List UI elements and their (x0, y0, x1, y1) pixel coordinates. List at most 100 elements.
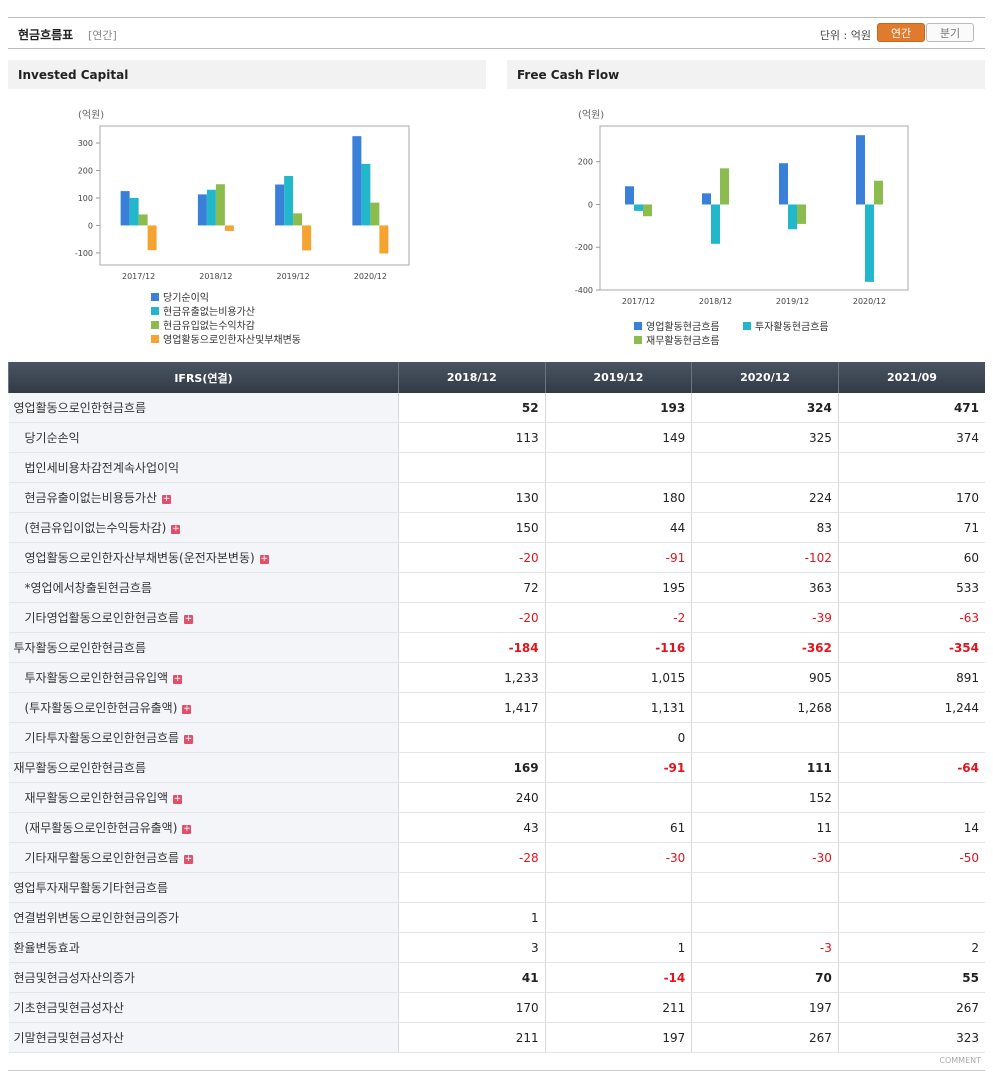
legend-swatch (634, 322, 642, 330)
x-tick-label: 2020/12 (853, 297, 886, 306)
cell (837, 872, 985, 903)
cell (691, 902, 839, 933)
expand-icon[interactable]: + (161, 494, 171, 504)
cell: -39 (691, 602, 839, 633)
x-tick-label: 2018/12 (199, 272, 232, 281)
table-row: 연결범위변동으로인한현금의증가 1 (8, 902, 985, 933)
row-label-text: 기타영업활동으로인한현금흐름 (24, 611, 180, 625)
bar (293, 213, 303, 226)
row-label-text: 재무활동으로인한현금유입액 (24, 791, 169, 805)
chart-title: Free Cash Flow (517, 68, 619, 82)
expand-icon[interactable]: + (182, 824, 192, 834)
y-tick-label: 0 (88, 221, 93, 230)
table-row: 영업투자재무활동기타현금흐름 (8, 872, 985, 903)
table-row: 현금및현금성자산의증가 41 -14 70 55 (8, 962, 985, 993)
cell: 193 (544, 393, 692, 423)
row-label: (투자활동으로인한현금유출액) + (8, 692, 399, 723)
bar (284, 175, 294, 226)
y-tick-label: -400 (575, 286, 593, 295)
cell: -91 (544, 542, 692, 573)
cell: 224 (691, 482, 839, 513)
cell: -64 (837, 752, 985, 783)
bar (643, 204, 652, 217)
legend-label: 영업활동현금흐름 (646, 320, 720, 333)
column-header: 2020/12 (691, 362, 839, 393)
table-row: 기말현금및현금성자산 211 197 267 323 (8, 1022, 985, 1053)
cell: 324 (691, 393, 839, 423)
cell: 325 (691, 422, 839, 453)
x-tick-label: 2019/12 (277, 272, 310, 281)
cell: -354 (837, 632, 985, 663)
chart-title: Invested Capital (18, 68, 128, 82)
cell: 1,268 (691, 692, 839, 723)
cell: -30 (544, 842, 692, 873)
expand-icon[interactable]: + (184, 614, 194, 624)
table-row: *영업에서창출된현금흐름 72 195 363 533 (8, 572, 985, 603)
cell: -2 (544, 602, 692, 633)
cell: 374 (837, 422, 985, 453)
cell (398, 872, 546, 903)
table-row: 투자활동으로인한현금흐름 -184 -116 -362 -354 (8, 632, 985, 663)
bar (370, 202, 380, 226)
table-row: (현금유입이없는수익등차감) +150 44 83 71 (8, 512, 985, 543)
legend-label: 투자활동현금흐름 (755, 320, 829, 333)
legend-swatch (743, 322, 751, 330)
bar (197, 194, 207, 226)
y-tick-label: 100 (78, 194, 93, 203)
tab-annual[interactable]: 연간 (877, 23, 925, 42)
table-row: (투자활동으로인한현금유출액) +1,417 1,131 1,268 1,244 (8, 692, 985, 723)
bar (711, 204, 720, 244)
cell: -30 (691, 842, 839, 873)
cell: 197 (544, 1022, 692, 1053)
bar (275, 184, 285, 226)
row-label-text: 현금및현금성자산의증가 (13, 971, 135, 985)
row-label-text: 기타재무활동으로인한현금흐름 (24, 851, 180, 865)
expand-icon[interactable]: + (173, 674, 183, 684)
comment-link[interactable]: COMMENT (939, 1056, 981, 1065)
charts: Invested Capital (억원) -100 0 100 200 300 2017/1… (8, 60, 985, 360)
bar (224, 225, 234, 231)
cell: 152 (691, 782, 839, 813)
cell (398, 722, 546, 753)
row-label: 영업투자재무활동기타현금흐름 (8, 872, 399, 903)
row-label: 기초현금및현금성자산 (8, 992, 399, 1023)
tab-quarter[interactable]: 분기 (926, 23, 974, 42)
expand-icon[interactable]: + (173, 794, 183, 804)
cell: 3 (398, 932, 546, 963)
cell: 130 (398, 482, 546, 513)
cell (544, 902, 692, 933)
bar (702, 193, 711, 205)
row-label-text: 법인세비용차감전계속사업이익 (24, 461, 180, 475)
cell: 1,244 (837, 692, 985, 723)
bar (788, 204, 797, 230)
expand-icon[interactable]: + (184, 734, 194, 744)
row-label: (현금유입이없는수익등차감) + (8, 512, 399, 543)
expand-icon[interactable]: + (171, 524, 181, 534)
table-row: 현금유출이없는비용등가산 +130 180 224 170 (8, 482, 985, 513)
cell: 70 (691, 962, 839, 993)
row-label: 영업활동으로인한현금흐름 (8, 393, 399, 423)
row-label: 환율변동효과 (8, 932, 399, 963)
x-tick-label: 2017/12 (622, 297, 655, 306)
cell: 2 (837, 932, 985, 963)
cell (544, 452, 692, 483)
row-label: 법인세비용차감전계속사업이익 (8, 452, 399, 483)
row-label: 현금및현금성자산의증가 (8, 962, 399, 993)
expand-icon[interactable]: + (259, 554, 269, 564)
table-row: 영업활동으로인한자산부채변동(운전자본변동) + -20 -91 -102 60 (8, 542, 985, 573)
cell: 170 (837, 482, 985, 513)
table-row: 영업활동으로인한현금흐름 52 193 324 471 (8, 393, 985, 423)
row-label: 기말현금및현금성자산 (8, 1022, 399, 1053)
row-label-text: 환율변동효과 (13, 941, 80, 955)
row-label-text: 기초현금및현금성자산 (13, 1001, 124, 1015)
cell: 60 (837, 542, 985, 573)
row-label: 기타투자활동으로인한현금흐름 + (8, 722, 399, 753)
header: 현금흐름표 [연간] 단위 : 억원 연간 분기 (8, 17, 985, 49)
expand-icon[interactable]: + (184, 854, 194, 864)
row-label: 투자활동으로인한현금흐름 (8, 632, 399, 663)
column-header: 2021/09 (837, 362, 985, 393)
expand-icon[interactable]: + (182, 704, 192, 714)
column-header: 2019/12 (544, 362, 692, 393)
bar (147, 225, 157, 251)
cell: 71 (837, 512, 985, 543)
